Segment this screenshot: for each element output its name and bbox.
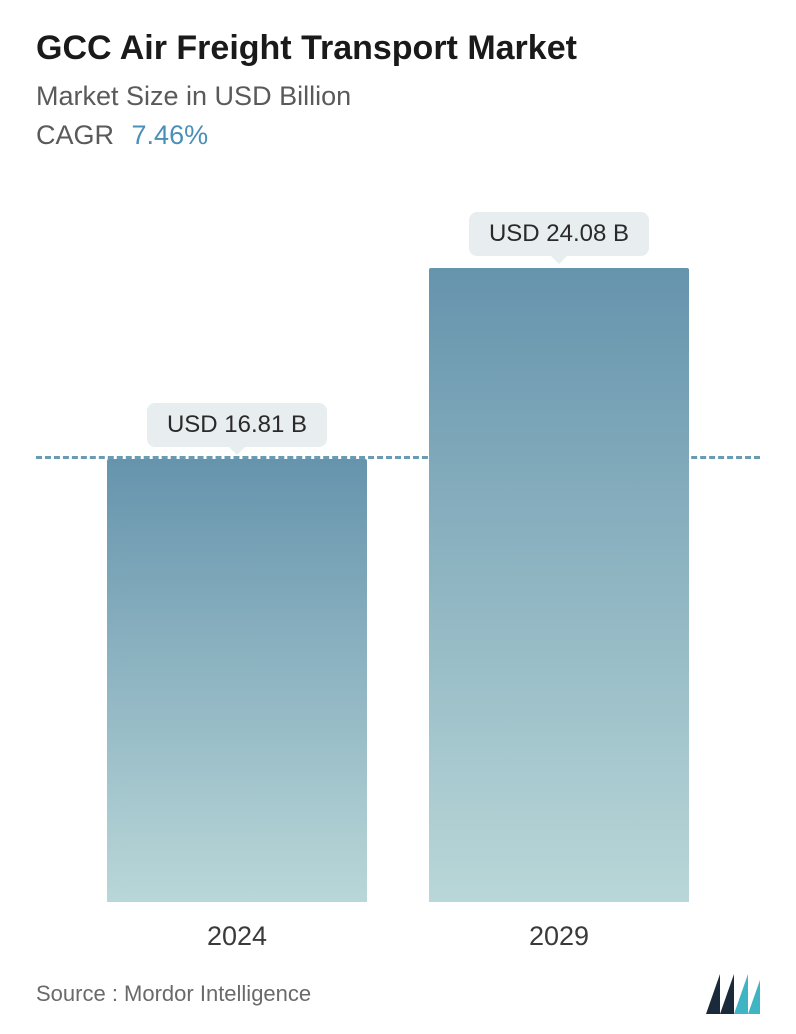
brand-logo-icon (706, 974, 760, 1014)
bar-rect-2024 (107, 459, 367, 902)
value-badge-2024: USD 16.81 B (147, 403, 327, 447)
chart-subtitle: Market Size in USD Billion (36, 81, 760, 112)
x-label-2024: 2024 (107, 921, 367, 952)
bars-group: USD 16.81 B USD 24.08 B (36, 201, 760, 902)
cagr-label: CAGR (36, 120, 114, 150)
value-badge-2029: USD 24.08 B (469, 212, 649, 256)
x-label-2029: 2029 (429, 921, 689, 952)
source-text: Source : Mordor Intelligence (36, 981, 311, 1007)
cagr-row: CAGR 7.46% (36, 120, 760, 151)
chart-container: GCC Air Freight Transport Market Market … (0, 0, 796, 1034)
chart-area: USD 16.81 B USD 24.08 B 2024 2029 (36, 201, 760, 952)
bar-2029: USD 24.08 B (429, 212, 689, 902)
bar-2024: USD 16.81 B (107, 403, 367, 902)
bar-rect-2029 (429, 268, 689, 902)
x-axis-labels: 2024 2029 (36, 921, 760, 952)
footer: Source : Mordor Intelligence (36, 962, 760, 1014)
cagr-value: 7.46% (132, 120, 209, 150)
chart-title: GCC Air Freight Transport Market (36, 28, 760, 69)
